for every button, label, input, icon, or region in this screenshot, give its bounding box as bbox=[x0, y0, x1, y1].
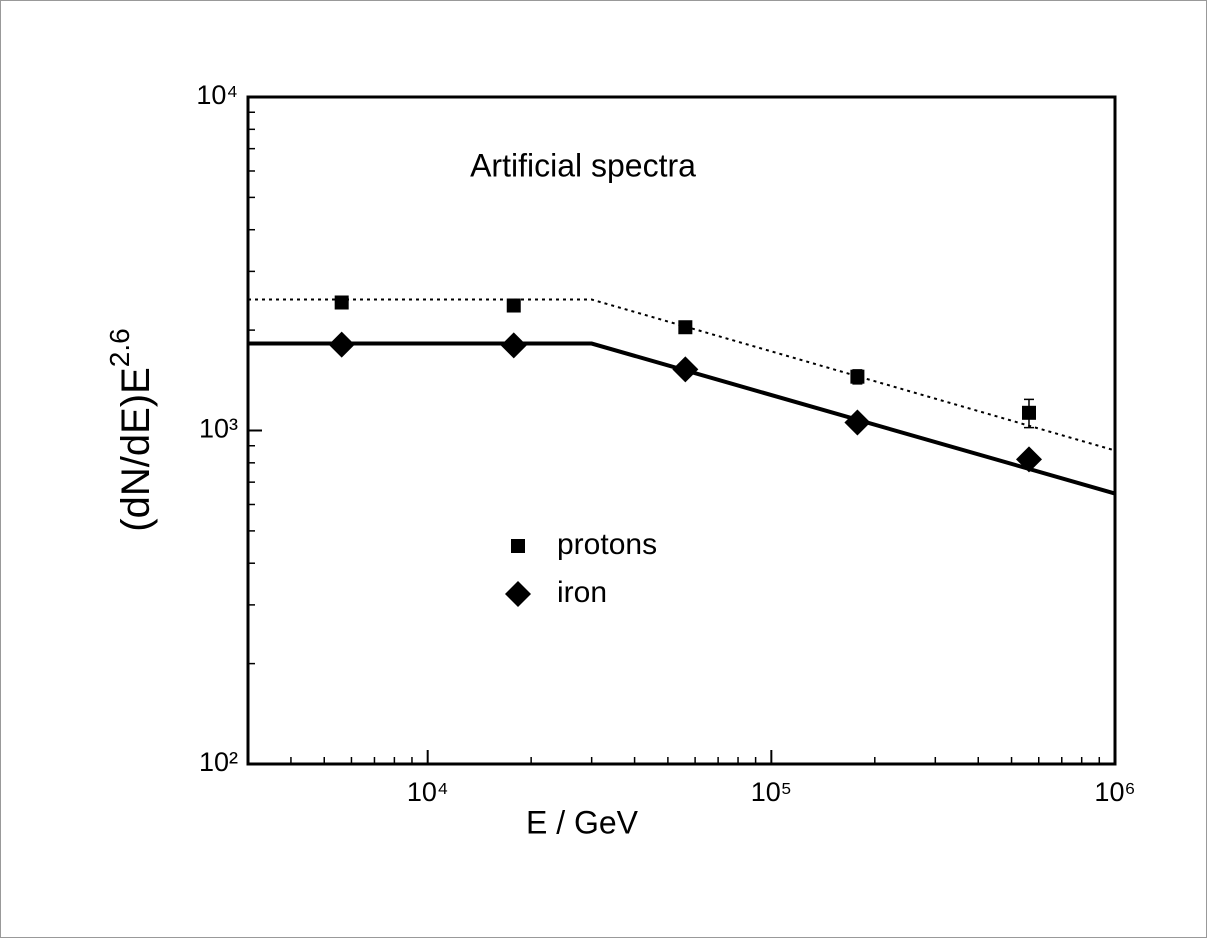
legend-marker bbox=[505, 581, 531, 607]
legend-label: iron bbox=[557, 576, 607, 609]
y-tick-label: 10³ bbox=[199, 414, 238, 444]
square-marker bbox=[1021, 405, 1036, 420]
x-tick-label: 10⁶ bbox=[1094, 777, 1135, 807]
diamond-marker bbox=[1015, 446, 1042, 473]
x-tick-label: 10⁴ bbox=[407, 777, 449, 807]
y-tick-label: 10⁴ bbox=[196, 80, 238, 110]
y-tick-label: 10² bbox=[199, 747, 238, 777]
x-axis-title: E / GeV bbox=[526, 804, 639, 840]
y-axis-title-exponent: 2.6 bbox=[104, 328, 135, 367]
model-line bbox=[248, 341, 1116, 496]
y-axis-title: (dN/dE)E2.6 bbox=[104, 328, 157, 531]
diamond-marker bbox=[328, 331, 355, 358]
legend-label: protons bbox=[557, 528, 657, 561]
x-tick-label: 10⁵ bbox=[751, 777, 792, 807]
y-axis-title-base: (dN/dE)E bbox=[114, 367, 158, 532]
annotation: Artificial spectra bbox=[470, 147, 696, 183]
square-marker bbox=[506, 298, 521, 313]
diamond-marker bbox=[844, 409, 871, 436]
model-line bbox=[248, 298, 1116, 452]
diamond-marker bbox=[672, 356, 699, 383]
legend-marker bbox=[511, 539, 525, 553]
square-marker bbox=[850, 369, 865, 384]
square-marker bbox=[678, 320, 693, 335]
diamond-marker bbox=[500, 332, 527, 359]
square-marker bbox=[334, 295, 349, 310]
